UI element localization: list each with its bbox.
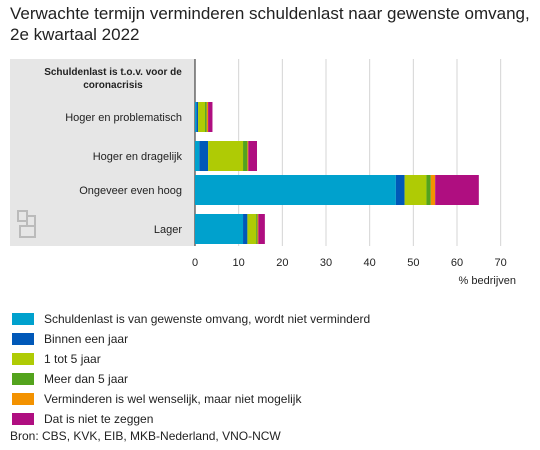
chart-title: Verwachte termijn verminderen schuldenla… bbox=[10, 4, 530, 44]
bar-segment bbox=[243, 214, 248, 244]
bar-segment bbox=[206, 102, 209, 132]
bar-segment bbox=[195, 102, 197, 132]
x-tick-label: 70 bbox=[495, 257, 507, 269]
legend-label: Dat is niet te zeggen bbox=[44, 412, 154, 426]
gridlines bbox=[238, 59, 502, 246]
category-panel bbox=[10, 59, 195, 246]
x-tick-label: 0 bbox=[192, 257, 198, 269]
logo-bottom bbox=[19, 225, 36, 238]
legend-item: Dat is niet te zeggen bbox=[12, 410, 532, 430]
legend-item: Meer dan 5 jaar bbox=[12, 370, 532, 390]
bar-segment bbox=[198, 102, 206, 132]
bar-segment bbox=[243, 141, 248, 171]
x-tick-label: 40 bbox=[364, 257, 376, 269]
legend-swatch bbox=[12, 393, 34, 405]
category-labels: Hoger en problematisch Hoger en dragelijk… bbox=[65, 112, 182, 236]
bar-segment bbox=[199, 141, 209, 171]
category-header-line2: coronacrisis bbox=[83, 80, 143, 91]
bar-segment bbox=[258, 214, 265, 244]
category-label: Ongeveer even hoog bbox=[79, 185, 182, 197]
category-header-line1: Schuldenlast is t.o.v. voor de bbox=[44, 67, 182, 78]
x-axis-label: % bedrijven bbox=[459, 275, 516, 287]
category-label: Hoger en problematisch bbox=[65, 112, 182, 124]
x-tick-labels: 0 10 20 30 40 50 60 70 bbox=[192, 257, 507, 269]
bars bbox=[195, 102, 479, 244]
legend-label: Meer dan 5 jaar bbox=[44, 372, 129, 386]
x-tick-label: 30 bbox=[320, 257, 332, 269]
source-note: Bron: CBS, KVK, EIB, MKB-Nederland, VNO-… bbox=[10, 429, 281, 443]
bar-segment bbox=[208, 141, 244, 171]
legend: Schuldenlast is van gewenste omvang, wor… bbox=[12, 310, 532, 430]
bar-segment bbox=[247, 141, 249, 171]
stacked-bar-chart: Schuldenlast is t.o.v. voor de coronacri… bbox=[10, 59, 516, 287]
bar-segment bbox=[195, 141, 200, 171]
legend-item: Binnen een jaar bbox=[12, 330, 532, 350]
bar-segment bbox=[426, 175, 431, 205]
bar-segment bbox=[395, 175, 405, 205]
legend-label: Verminderen is wel wenselijk, maar niet … bbox=[44, 392, 302, 406]
x-tick-label: 20 bbox=[276, 257, 288, 269]
category-label: Hoger en dragelijk bbox=[93, 151, 183, 163]
bar-segment bbox=[404, 175, 427, 205]
legend-item: 1 tot 5 jaar bbox=[12, 350, 532, 370]
bar-segment bbox=[257, 214, 259, 244]
x-tick-label: 10 bbox=[233, 257, 245, 269]
bar-segment bbox=[256, 214, 258, 244]
legend-swatch bbox=[12, 373, 34, 385]
logo bbox=[17, 210, 36, 238]
x-tick-label: 50 bbox=[407, 257, 419, 269]
legend-label: Binnen een jaar bbox=[44, 332, 129, 346]
legend-swatch bbox=[12, 413, 34, 425]
legend-label: 1 tot 5 jaar bbox=[44, 352, 101, 366]
bar-segment bbox=[208, 102, 213, 132]
bar-segment bbox=[248, 141, 258, 171]
bar-segment bbox=[247, 214, 257, 244]
legend-item: Verminderen is wel wenselijk, maar niet … bbox=[12, 390, 532, 410]
bar-segment bbox=[195, 175, 396, 205]
category-label: Lager bbox=[154, 224, 182, 236]
legend-swatch bbox=[12, 313, 34, 325]
bar-segment bbox=[435, 175, 479, 205]
legend-item: Schuldenlast is van gewenste omvang, wor… bbox=[12, 310, 532, 330]
legend-label: Schuldenlast is van gewenste omvang, wor… bbox=[44, 312, 371, 326]
bar-segment bbox=[195, 214, 244, 244]
legend-swatch bbox=[12, 353, 34, 365]
legend-swatch bbox=[12, 333, 34, 345]
x-tick-label: 60 bbox=[451, 257, 463, 269]
bar-segment bbox=[205, 102, 207, 132]
bar-segment bbox=[196, 102, 199, 132]
bar-segment bbox=[430, 175, 436, 205]
